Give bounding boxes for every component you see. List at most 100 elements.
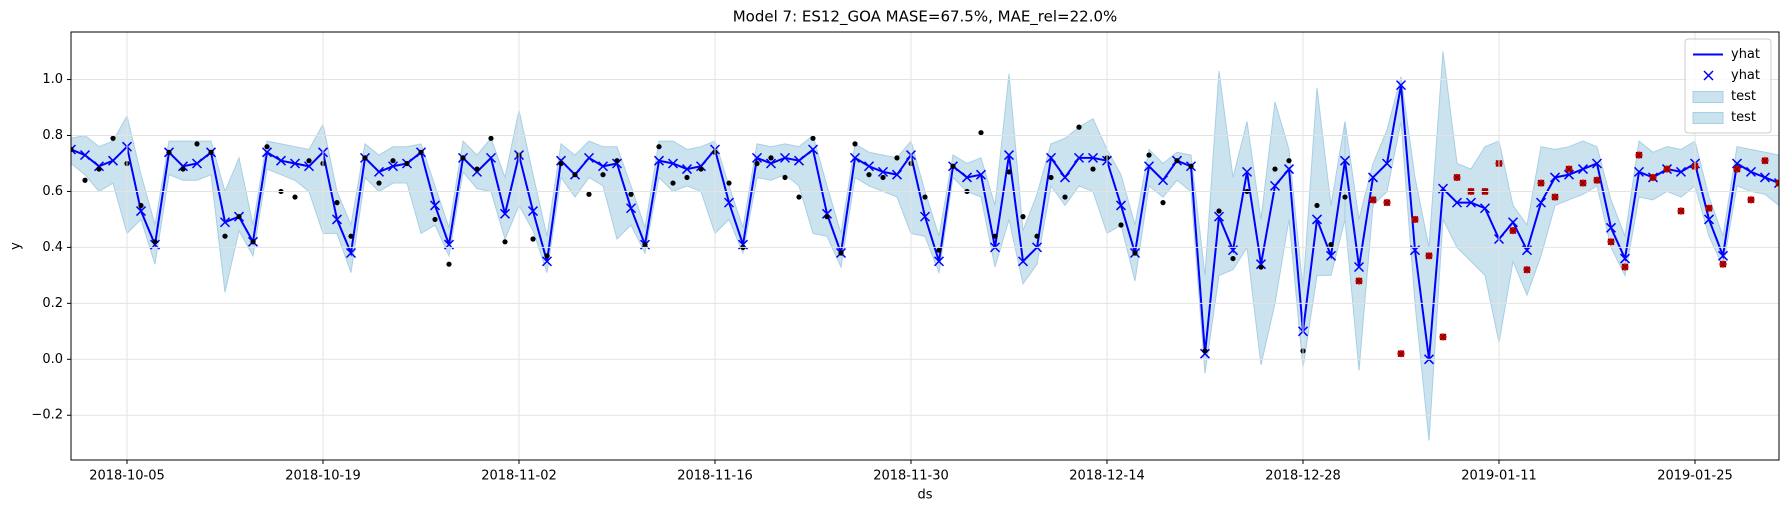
point-cross	[1509, 227, 1517, 235]
actual-point	[376, 180, 382, 186]
forecast-marker	[1339, 155, 1351, 166]
actual-point	[838, 250, 844, 256]
point-cross	[1453, 174, 1461, 181]
point-dot	[1272, 166, 1278, 172]
point-dot	[362, 155, 368, 161]
point-dot	[71, 146, 74, 153]
point-dot	[292, 194, 298, 200]
point-dot	[1314, 202, 1320, 209]
point-dot	[1090, 166, 1096, 172]
forecast-marker	[1255, 259, 1267, 270]
point-dot	[1076, 124, 1082, 130]
forecast-marker	[541, 256, 553, 267]
actual-point	[684, 174, 690, 181]
point-dot	[1132, 250, 1138, 256]
point-cross	[1761, 157, 1769, 165]
actual-point	[1286, 158, 1292, 164]
actual-point	[390, 158, 396, 164]
point-cross	[1705, 204, 1713, 212]
point-dot	[1034, 233, 1040, 239]
actual-point	[208, 149, 214, 155]
forecast-marker	[1269, 180, 1281, 191]
legend-label: test	[1731, 89, 1756, 104]
point-cross	[1663, 165, 1671, 173]
actual-point	[1216, 208, 1222, 214]
point-cross	[1579, 179, 1587, 187]
point-dot	[82, 177, 88, 183]
point-dot	[1146, 152, 1152, 158]
point-dot	[992, 233, 998, 239]
forecast-marker	[71, 144, 77, 155]
forecast-marker	[345, 247, 357, 259]
actual-point	[1593, 176, 1601, 184]
forecast-marker	[331, 214, 343, 225]
point-cross	[1719, 260, 1727, 268]
forecast-marker	[429, 200, 441, 211]
point-dot	[572, 172, 578, 178]
point-cross	[1355, 277, 1363, 285]
actual-point	[1663, 165, 1671, 173]
actual-point	[1439, 333, 1447, 341]
point-cross	[1537, 179, 1545, 187]
forecast-marker	[1115, 200, 1127, 211]
forecast-marker	[1283, 164, 1295, 175]
point-dot	[1118, 222, 1124, 228]
actual-point	[670, 180, 676, 186]
point-dot	[796, 194, 802, 200]
point-dot	[180, 166, 186, 172]
x-tick-label: 2019-01-11	[1461, 469, 1537, 484]
actual-point	[1453, 173, 1461, 182]
actual-point	[1034, 233, 1040, 239]
actual-point	[1509, 227, 1517, 235]
point-dot	[684, 174, 690, 181]
actual-point	[754, 160, 760, 167]
actual-point	[166, 149, 172, 155]
actual-point	[1076, 124, 1082, 130]
forecast-marker	[555, 155, 567, 166]
point-dot	[1048, 174, 1054, 181]
actual-point	[1174, 158, 1180, 164]
point-dot	[264, 144, 270, 150]
forecast-marker	[1395, 80, 1407, 91]
point-cross	[1593, 176, 1601, 184]
point-dot	[110, 135, 116, 141]
point-dot	[460, 155, 466, 161]
point-cross	[1635, 151, 1643, 159]
point-dot	[936, 247, 942, 253]
interval-band	[1344, 51, 1779, 441]
forecast-marker	[1325, 250, 1337, 261]
actual-point	[1006, 169, 1012, 175]
actual-point	[292, 194, 298, 200]
point-dot	[222, 233, 228, 239]
forecast-marker	[1675, 166, 1687, 177]
point-cross	[1677, 207, 1685, 215]
actual-point	[1761, 157, 1769, 165]
point-dot	[824, 214, 830, 220]
forecast-marker	[135, 206, 147, 217]
point-dot	[152, 239, 158, 245]
actual-point	[1579, 179, 1587, 187]
actual-point	[1146, 152, 1152, 158]
forecast-marker	[1591, 158, 1603, 169]
actual-point	[96, 166, 102, 172]
point-cross	[1439, 333, 1447, 341]
point-dot	[1062, 194, 1068, 200]
point-dot	[194, 141, 200, 147]
forecast-marker	[653, 155, 665, 166]
forecast-marker	[723, 197, 735, 208]
actual-point	[1202, 348, 1208, 354]
actual-point	[1188, 163, 1194, 169]
forecast-marker	[807, 144, 819, 155]
chart-title: Model 7: ES12_GOA MASE=67.5%, MAE_rel=22…	[733, 8, 1118, 27]
forecast-marker	[863, 161, 875, 172]
actual-point	[1230, 255, 1236, 262]
forecast-marker	[1087, 152, 1099, 163]
point-cross	[1425, 252, 1433, 260]
forecast-marker	[1451, 197, 1463, 208]
actual-point	[474, 166, 480, 172]
actual-point	[950, 163, 956, 169]
point-dot	[502, 239, 508, 245]
point-cross	[1747, 196, 1755, 204]
actual-point	[1621, 263, 1629, 271]
point-dot	[138, 202, 144, 209]
